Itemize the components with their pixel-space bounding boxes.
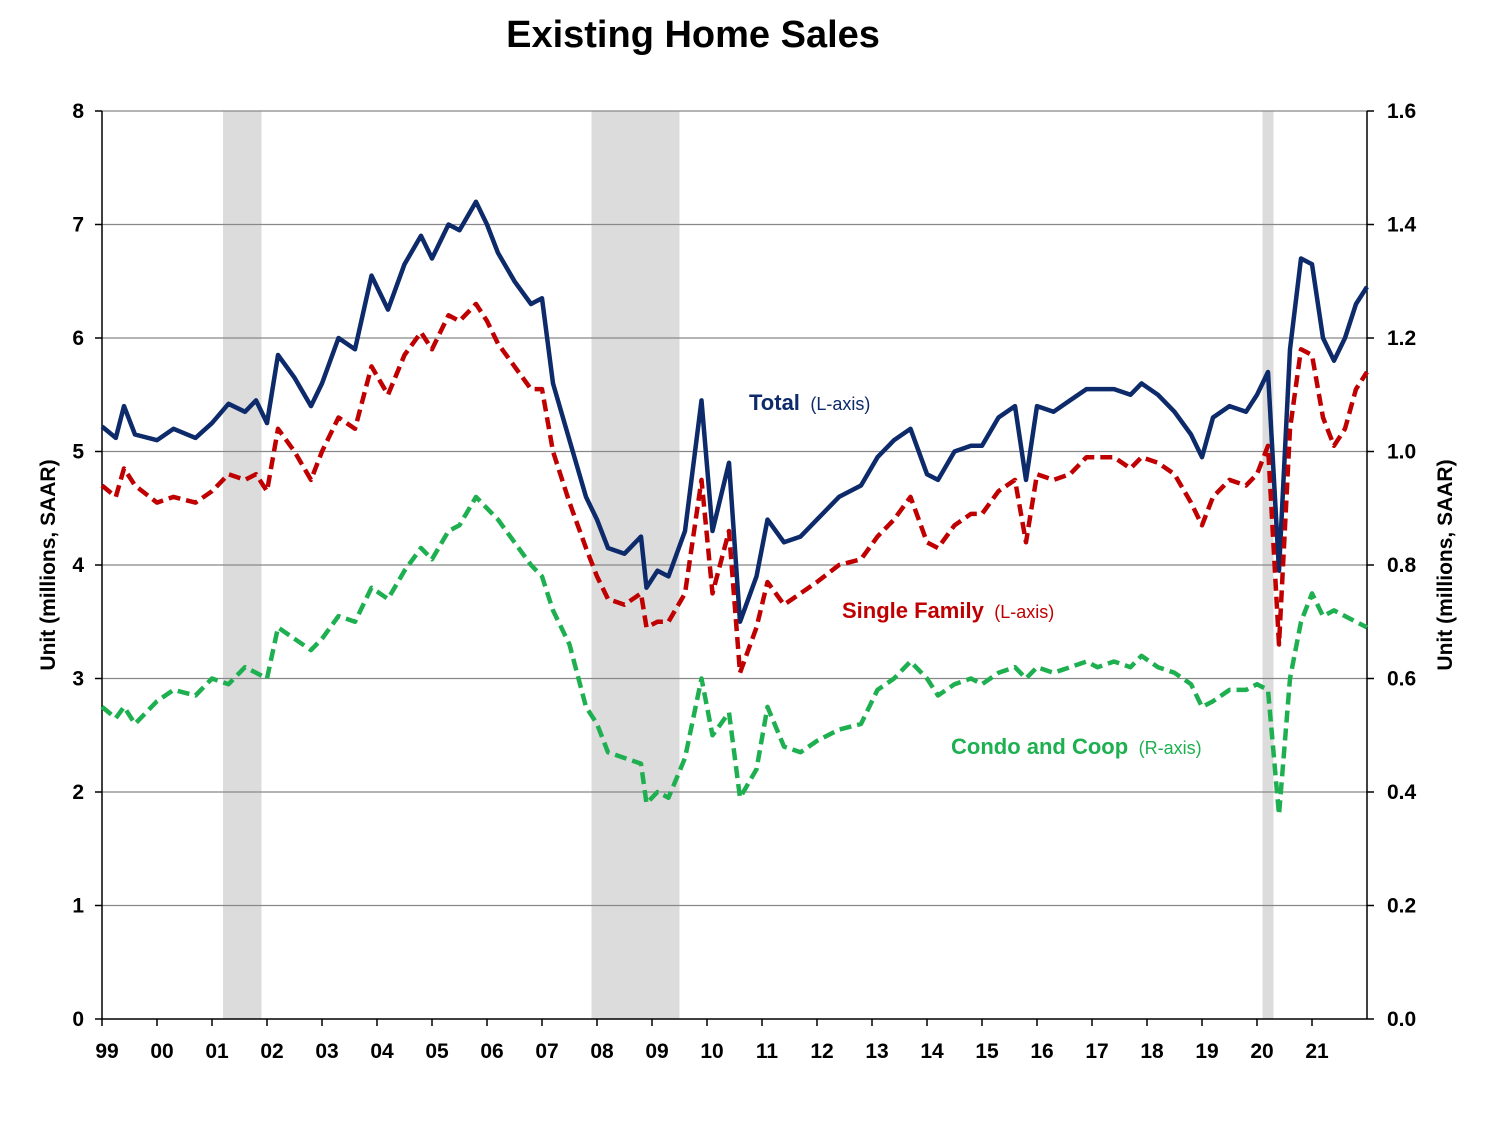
x-tick-label-17: 16 (1030, 1040, 1053, 1063)
series-axis-note-total: (L-axis) (810, 394, 870, 414)
x-tick-label-18: 17 (1085, 1040, 1108, 1063)
y-right-tick-label-7: 1.4 (1387, 214, 1417, 237)
x-tick-label-13: 12 (810, 1040, 833, 1063)
series-lines (100, 199, 1369, 817)
x-tick-label-4: 03 (315, 1040, 338, 1063)
y-axis-left-label: Unit (millions, SAAR) (37, 459, 60, 670)
x-tick-label-0: 99 (95, 1040, 118, 1063)
x-tick-label-22: 21 (1305, 1040, 1329, 1063)
series-axis-note-condo: (R-axis) (1139, 738, 1202, 758)
series-line-single-family (100, 301, 1369, 676)
x-tick-label-1: 00 (150, 1040, 173, 1063)
x-tick-label-15: 14 (920, 1040, 944, 1063)
x-tick-label-12: 11 (756, 1040, 779, 1063)
x-tick-label-2: 01 (205, 1040, 229, 1063)
x-tick-label-11: 10 (700, 1040, 723, 1063)
series-name-single-family: Single Family (842, 598, 985, 623)
series-axis-note-single-family: (L-axis) (994, 602, 1054, 622)
series-label-total: Total (L-axis) (749, 390, 870, 415)
series-name-total: Total (749, 390, 800, 415)
x-tick-label-16: 15 (975, 1040, 999, 1063)
y-axis-right-label: Unit (millions, SAAR) (1434, 459, 1457, 670)
series-line-total (100, 199, 1369, 625)
y-right-tick-label-6: 1.2 (1387, 327, 1416, 350)
x-tick-label-6: 05 (425, 1040, 449, 1063)
y-right-tick-label-5: 1.0 (1387, 441, 1416, 464)
axes (95, 110, 1374, 1026)
y-left-tick-label-0: 0 (72, 1008, 84, 1031)
x-tick-label-8: 07 (535, 1040, 558, 1063)
y-left-tick-label-3: 3 (72, 668, 84, 691)
series-line-condo (100, 494, 1369, 817)
x-tick-label-20: 19 (1195, 1040, 1218, 1063)
chart-title: Existing Home Sales (506, 14, 880, 56)
y-left-tick-label-8: 8 (72, 100, 84, 123)
y-left-tick-label-5: 5 (72, 441, 84, 464)
y-left-tick-label-1: 1 (72, 895, 84, 918)
y-right-tick-label-1: 0.2 (1387, 895, 1416, 918)
x-tick-label-7: 06 (480, 1040, 503, 1063)
y-right-tick-label-2: 0.4 (1387, 781, 1417, 804)
y-right-tick-label-0: 0.0 (1387, 1008, 1416, 1031)
x-tick-label-5: 04 (370, 1040, 394, 1063)
y-right-tick-label-3: 0.6 (1387, 668, 1416, 691)
x-tick-label-19: 18 (1140, 1040, 1164, 1063)
series-label-condo: Condo and Coop (R-axis) (951, 734, 1202, 759)
x-tick-label-21: 20 (1250, 1040, 1273, 1063)
y-right-tick-label-4: 0.8 (1387, 554, 1417, 577)
y-left-tick-label-2: 2 (72, 781, 84, 804)
y-left-tick-label-7: 7 (72, 214, 84, 237)
x-tick-label-10: 09 (645, 1040, 668, 1063)
y-right-tick-label-8: 1.6 (1387, 100, 1416, 123)
series-label-single-family: Single Family (L-axis) (842, 598, 1054, 623)
x-tick-label-14: 13 (865, 1040, 888, 1063)
x-tick-label-9: 08 (590, 1040, 614, 1063)
gridlines (102, 110, 1367, 907)
series-name-condo: Condo and Coop (951, 734, 1128, 759)
y-left-tick-label-4: 4 (72, 554, 84, 577)
x-tick-label-3: 02 (260, 1040, 283, 1063)
y-left-tick-label-6: 6 (72, 327, 84, 350)
